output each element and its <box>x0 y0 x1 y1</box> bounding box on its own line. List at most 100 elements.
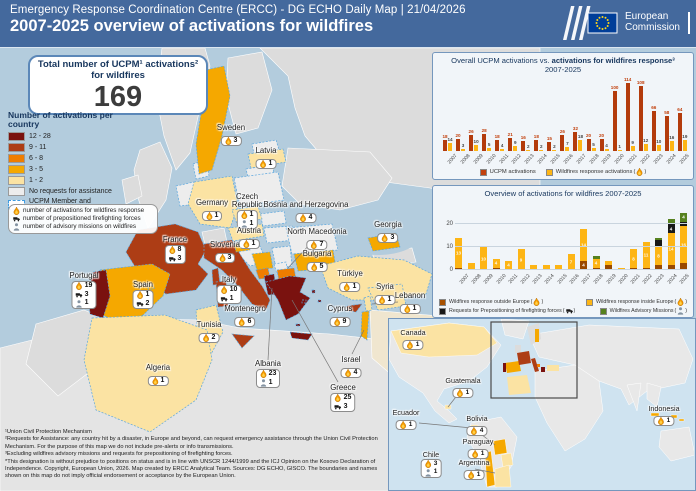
chart2-title: Overview of activations for wildfires 20… <box>484 189 642 198</box>
footnote-line: ¹Union Civil Protection Mechanism <box>5 429 92 435</box>
chart2-stacked-bar: 8 <box>655 237 662 270</box>
chart2-segment <box>455 267 462 270</box>
wildfires-overview-chart-panel: Overview of activations for wildfires 20… <box>432 185 694 318</box>
total-activations-title: Total number of UCPM¹ activations² for w… <box>37 59 199 81</box>
chart2-segment <box>655 237 662 241</box>
chart1-bars: 18 14 20 3 26 10 28 5 18 4 21 9 16 2 18 2 15 2 26 7 32 18 20 5 2… <box>442 77 687 151</box>
chart1-x-label: 2014 <box>536 153 549 166</box>
chart1-bar-group: 100 1 <box>611 85 622 151</box>
chart2-segment: 13 <box>455 237 462 268</box>
segment-value: 4 <box>682 214 685 220</box>
chart2-stacked-bar <box>555 265 562 270</box>
chart2-x-label: 2013 <box>531 273 544 286</box>
chart2-segment: 4 <box>592 258 600 268</box>
bar-value: 20 <box>599 133 605 138</box>
chart1-bar-group: 18 14 <box>442 134 453 151</box>
chart2-legend-item: Wildfires response outside Europe() <box>439 298 543 306</box>
bar-value: 14 <box>447 136 453 142</box>
chart1-bar-ucpm: 21 <box>508 132 513 151</box>
y-tick-label: 0 <box>449 267 453 273</box>
flame-icon <box>677 298 684 306</box>
europe-extent-rect <box>490 321 578 399</box>
chart2-segment: 4 <box>667 224 675 234</box>
segment-value: 4 <box>507 262 510 268</box>
legend-label: 3 - 5 <box>29 165 44 173</box>
bar-value: 16 <box>669 135 675 141</box>
chart1-bar-wildfire: 16 <box>669 135 674 151</box>
chart2-legend-item: Requests for Prepositioning of firefight… <box>439 307 575 315</box>
bar-value: 18 <box>442 134 448 140</box>
country-greece-shape <box>265 275 311 321</box>
chart2-segment: 8 <box>655 247 662 266</box>
chart2-segment <box>667 265 675 270</box>
chart2-x-label: 2011 <box>507 273 520 286</box>
ec-logo-line1: European <box>624 11 669 23</box>
bar-value: 20 <box>585 133 592 138</box>
icon-legend: number of activations for wildfires resp… <box>8 204 158 234</box>
chart1-bar-group: 32 18 <box>573 126 583 151</box>
choropleth-legend: Number of activations per country 12 - 2… <box>8 110 158 212</box>
chart1-bar-group: 16 2 <box>521 135 531 151</box>
chart1-bar-wildfire: 14 <box>447 137 453 151</box>
chart2-segment: 14 <box>580 228 587 261</box>
chart2-segment <box>592 267 600 270</box>
chart2-x-label: 2017 <box>580 273 593 286</box>
icon-legend-label: number of activations for wildfires resp… <box>23 207 145 215</box>
member-countries <box>87 65 339 349</box>
chart2-segment <box>655 240 662 248</box>
bar-value: 26 <box>468 129 474 135</box>
chart1-legend-item: UCPM activations <box>479 168 536 176</box>
europe-mini <box>503 323 559 395</box>
chart1-bar-group: 108 12 <box>637 80 648 151</box>
chart2-segment <box>667 219 675 225</box>
legend-item: 3 - 5 <box>8 164 158 174</box>
chart2-segment: 9 <box>517 249 525 270</box>
chart1-bar-group: 20 3 <box>455 133 466 151</box>
chart2-x-label: 2012 <box>519 273 532 286</box>
legend-text: Wildfires response inside Europe <box>596 299 674 305</box>
segment-value: 4 <box>582 262 585 268</box>
flame-icon <box>13 207 20 215</box>
chart1-bar-ucpm: 18 <box>442 134 448 151</box>
chart1-bar-ucpm: 66 <box>651 105 656 151</box>
chart1-bar-wildfire: 7 <box>565 141 570 151</box>
segment-value: 4 <box>669 226 673 232</box>
chart1-x-axis: 2007 2008 2009 2010 2011 2012 2013 2014 2015 2016… <box>443 152 691 166</box>
country-paraguay-shape <box>500 452 514 468</box>
bar-value: 32 <box>572 125 579 131</box>
legend-swatch <box>8 164 25 174</box>
bar-value: 64 <box>677 106 683 112</box>
legend-item: No requests for assistance <box>8 186 158 196</box>
legend-label: No requests for assistance <box>29 187 112 195</box>
chart1-x-label: 2015 <box>549 153 562 166</box>
bar-value: 2 <box>527 143 530 149</box>
chart1-bar-wildfire: 9 <box>513 140 518 151</box>
chart1-x-label: 2023 <box>652 153 665 166</box>
chart1-x-label: 2021 <box>626 153 639 166</box>
y-tick-label: 20 <box>446 221 453 227</box>
chart1-bar-ucpm: 26 <box>469 129 474 151</box>
chart2-stacked-bar: 16 4 <box>680 212 687 270</box>
ec-emblem-icon <box>562 6 618 40</box>
footnote-line: ³Excluding wildfires advisory missions a… <box>5 451 233 458</box>
segment-value: 16 <box>680 242 687 248</box>
bar-value: 9 <box>631 139 634 145</box>
bar-value: 18 <box>533 134 539 140</box>
chart2-segment <box>680 263 687 270</box>
legend-chip <box>439 307 446 315</box>
legend-title: Number of activations per country <box>8 110 113 130</box>
flame-icon <box>533 298 540 306</box>
chart1-bar-group: 114 9 <box>624 77 635 151</box>
legend-chip <box>545 168 553 176</box>
chart2-x-label: 2019 <box>605 273 618 286</box>
chart1-bar-group: 18 2 <box>534 134 544 151</box>
chart1-bar-wildfire: 10 <box>656 139 661 151</box>
legend-swatch <box>8 175 25 185</box>
chart2-legend-item: Wildfires Advisory Missions() <box>599 307 687 315</box>
eu-flag-stars <box>595 16 610 30</box>
chart2-stacked-bar: 4 14 <box>580 228 587 270</box>
legend-text: Wildfires Advisory Missions <box>609 308 674 314</box>
bar-value: 1 <box>618 144 621 150</box>
bar-value: 4 <box>605 142 608 148</box>
